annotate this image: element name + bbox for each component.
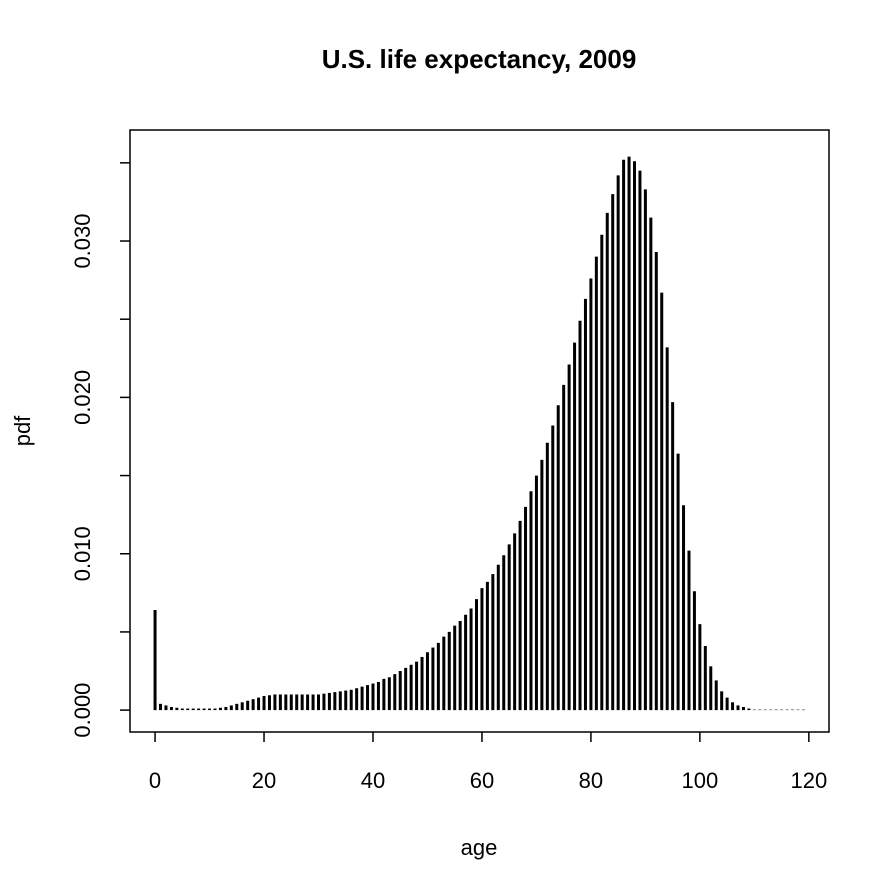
x-tick-label: 120	[790, 768, 827, 793]
y-tick-label: 0.010	[70, 526, 95, 581]
x-tick-label: 0	[149, 768, 161, 793]
x-tick-label: 100	[682, 768, 719, 793]
y-tick-label: 0.020	[70, 370, 95, 425]
y-tick-label: 0.000	[70, 683, 95, 738]
y-axis-label: pdf	[10, 415, 35, 446]
x-tick-label: 60	[470, 768, 494, 793]
y-tick-label: 0.030	[70, 213, 95, 268]
x-tick-label: 20	[252, 768, 276, 793]
chart-title: U.S. life expectancy, 2009	[322, 44, 637, 74]
x-axis-label: age	[461, 835, 498, 860]
x-tick-label: 80	[579, 768, 603, 793]
plot-frame	[129, 129, 830, 733]
x-tick-label: 40	[361, 768, 385, 793]
